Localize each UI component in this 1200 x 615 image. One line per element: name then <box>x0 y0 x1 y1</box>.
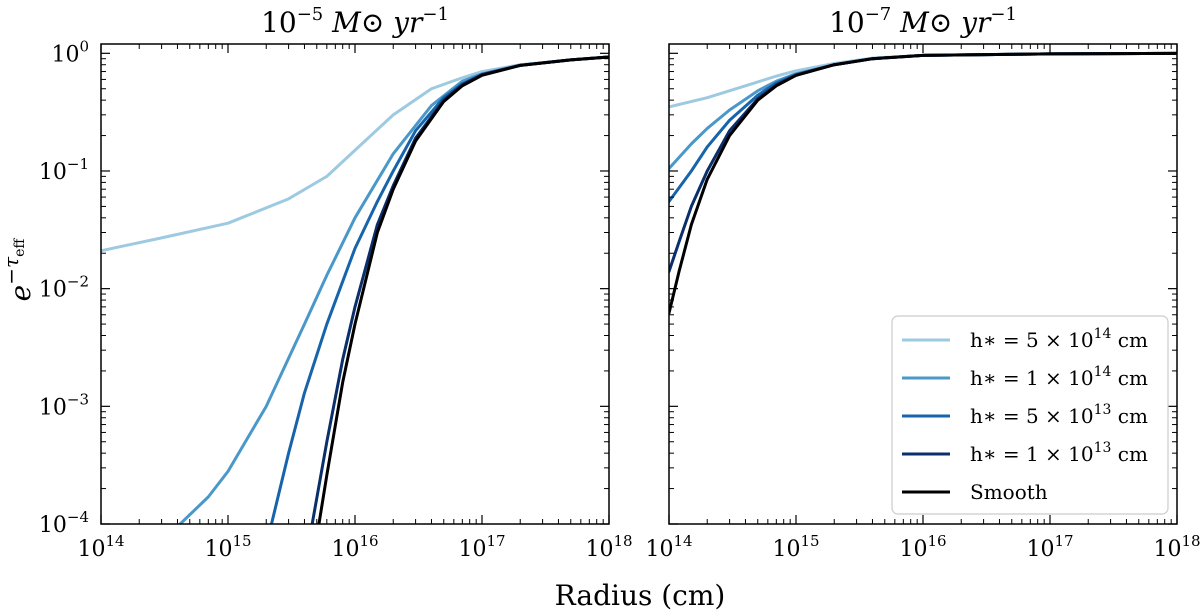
series-line <box>317 55 609 524</box>
series-line <box>178 55 609 524</box>
y-tick-label: 10−3 <box>39 390 89 420</box>
x-tick-label: 1014 <box>645 532 692 562</box>
series-group <box>669 51 1177 315</box>
x-tick-label: 1017 <box>458 532 505 562</box>
legend-label: Smooth <box>970 480 1048 504</box>
legend-label: h∗ = 1 × 1014 cm <box>970 364 1148 390</box>
panel-2: 1014 1015 1016 1017 1018 10−7 M⊙ yr−1 <box>645 4 1200 562</box>
x-tick-label: 1014 <box>77 532 124 562</box>
y-axis-label: e−τeff <box>0 238 37 302</box>
x-tick-label: 1016 <box>331 532 378 562</box>
axes-frame <box>100 43 610 525</box>
y-tick-label: 10−2 <box>39 273 89 303</box>
x-tick-label: 1015 <box>204 532 251 562</box>
panel-1: 1014 1015 1016 1017 1018 10−4 10−3 10−2 10−1 100 1… <box>39 4 633 562</box>
legend-box <box>891 315 1169 515</box>
x-tick-label: 1017 <box>1026 532 1073 562</box>
series-line <box>310 55 609 524</box>
panel-title: 10−5 M⊙ yr−1 <box>261 4 449 39</box>
x-tick-label: 1016 <box>899 532 946 562</box>
y-tick-label: 10−4 <box>39 508 89 538</box>
legend-label: h∗ = 5 × 1014 cm <box>970 326 1148 352</box>
series-line <box>269 55 609 524</box>
x-tick-label: 1018 <box>1153 532 1200 562</box>
y-tick-label: 10−1 <box>39 155 89 185</box>
y-tick-label: 100 <box>51 37 89 67</box>
series-line <box>101 55 609 253</box>
panel-title: 10−7 M⊙ yr−1 <box>829 4 1017 39</box>
series-line <box>669 51 1177 315</box>
series-line <box>669 51 1177 204</box>
legend-label: h∗ = 5 × 1013 cm <box>970 402 1148 428</box>
legend-label: h∗ = 1 × 1013 cm <box>970 440 1148 466</box>
x-tick-label: 1018 <box>585 532 632 562</box>
legend: h∗ = 5 × 1014 cm h∗ = 1 × 1014 cm h∗ = 5 ×… <box>891 315 1169 515</box>
x-tick-label: 1015 <box>772 532 819 562</box>
series-group <box>101 55 609 524</box>
x-axis-label: Radius (cm) <box>555 579 726 612</box>
